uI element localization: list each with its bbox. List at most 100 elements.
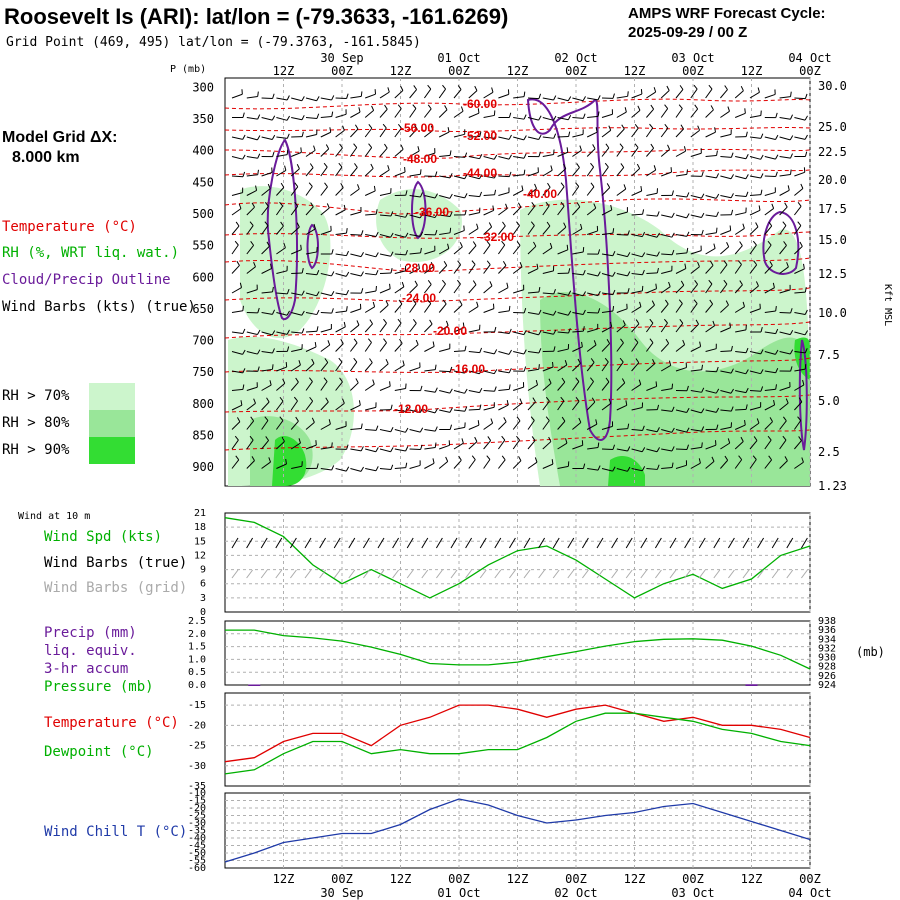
surface-wind-barb: [319, 537, 327, 549]
wind-barb-feather: [684, 263, 687, 269]
wind-barb-feather: [501, 435, 506, 441]
wind-barb-feather: [405, 406, 409, 412]
wind-barb: [705, 88, 713, 99]
wind-barb-feather: [327, 340, 331, 346]
wind-barb-feather: [464, 406, 468, 412]
bottom-hour-tick: 12Z: [741, 872, 763, 886]
wind-barb-feather: [575, 396, 580, 402]
wind-barb: [305, 292, 317, 297]
wind-barb-feather: [715, 388, 720, 394]
wind-barb: [794, 384, 805, 391]
wind-barb-feather: [802, 379, 805, 386]
wind-barb-feather: [760, 133, 764, 139]
wind-barb-feather: [789, 135, 794, 141]
wind-barb-feather: [268, 457, 271, 463]
wind-barb-feather: [590, 377, 594, 382]
wind-barb-feather: [464, 368, 468, 374]
wind-barb-feather: [283, 242, 286, 248]
wind-barb-feather: [340, 183, 344, 188]
wind-barb-feather: [360, 446, 364, 452]
bottom-hour-labels: 12Z 00Z 12Z 00Z 12Z 00Z 12Z 00Z 12Z 00Z: [273, 872, 821, 886]
wind-barb-feather: [272, 286, 274, 292]
surface-wind-barb: [698, 537, 706, 549]
pressure-line: [225, 629, 811, 670]
wind-barb-feather: [744, 108, 746, 114]
wind-barb-feather: [474, 85, 478, 91]
wind-barb: [438, 461, 449, 469]
dewpoint-line: [224, 712, 811, 775]
wind-barb: [394, 303, 403, 313]
wind-barb-feather: [516, 416, 521, 422]
wind-barb-feather: [797, 201, 802, 207]
wind-barb-feather: [745, 369, 749, 375]
surface-wind-barb-grid: [640, 569, 648, 579]
wind-barb-feather: [257, 349, 261, 355]
wind-barb-feather: [582, 96, 586, 101]
wind-barb: [439, 175, 451, 179]
wind-barb-feather: [627, 230, 630, 236]
wind-barb-feather: [412, 319, 417, 324]
wind-barb-feather: [575, 377, 580, 382]
wind-barb-feather: [730, 368, 734, 374]
surface-wind-barb-grid: [435, 569, 443, 579]
wind-barb: [483, 226, 492, 235]
surface-wind-barb-grid: [698, 569, 706, 579]
wind-barb-feather: [447, 243, 450, 249]
isotherm-line: [224, 394, 811, 413]
wind-barb-feather: [591, 397, 596, 403]
wind-barb-feather: [464, 388, 468, 394]
wind-barb-feather: [472, 280, 477, 285]
wind-barb: [290, 168, 300, 177]
wind-barb: [572, 97, 584, 102]
wind-barb: [320, 207, 330, 216]
surface-wind-barb-grid: [479, 569, 487, 579]
wind-barb: [646, 169, 656, 177]
wind-barb: [572, 312, 584, 315]
panel-y-tick: -45: [188, 841, 206, 852]
wind-barb-feather: [301, 267, 304, 274]
wind-barb: [646, 147, 655, 157]
isotherm-line: [224, 148, 811, 159]
wind-barb: [616, 428, 628, 430]
wind-barb: [675, 268, 687, 274]
wind-barb: [705, 348, 717, 352]
wind-barb-feather: [310, 202, 314, 208]
wind-chill-panel: -10-15-20-25-30-35-40-45-50-55-60: [188, 788, 811, 874]
panel-y-tick: 9: [200, 565, 206, 576]
wind-barb: [231, 439, 239, 450]
wind-barb-feather: [420, 247, 422, 254]
wind-barb-feather: [251, 202, 255, 208]
wind-barb: [586, 423, 598, 430]
wind-barb: [231, 310, 243, 313]
wind-barb-feather: [338, 162, 343, 168]
top-hour-tick: 12Z: [390, 64, 412, 78]
wind-barb-feather: [280, 221, 284, 227]
wind-barb: [794, 246, 803, 255]
wind-barb: [335, 166, 343, 177]
wind-barb: [527, 245, 537, 255]
wind-barb: [483, 351, 495, 355]
wind-barb-feather: [740, 85, 744, 91]
wind-barb-feather: [311, 358, 315, 364]
wind-barb: [779, 351, 791, 355]
wind-barb: [291, 249, 302, 255]
wind-barb: [453, 156, 466, 158]
wind-barb-feather: [798, 397, 803, 403]
legend-cloud-outline: Cloud/Precip Outline: [2, 272, 171, 288]
wind-barb: [290, 205, 299, 216]
wind-barb-feather: [712, 320, 716, 326]
wind-barb: [512, 420, 521, 430]
wind-barb: [335, 253, 347, 257]
wind-barb-feather: [753, 260, 758, 266]
wind-barb-feather: [266, 241, 270, 247]
wind-barb: [794, 368, 806, 372]
wind-barb-feather: [597, 249, 601, 255]
wind-barb-feather: [730, 345, 733, 351]
wind-barb-feather: [627, 91, 629, 97]
wind-barb: [542, 225, 551, 235]
wind-barb-feather: [236, 260, 240, 266]
wind-barb: [661, 270, 672, 274]
cloud-outline-shape: [762, 210, 800, 275]
wind-barb-feather: [234, 435, 239, 441]
wind-barb: [498, 287, 509, 294]
